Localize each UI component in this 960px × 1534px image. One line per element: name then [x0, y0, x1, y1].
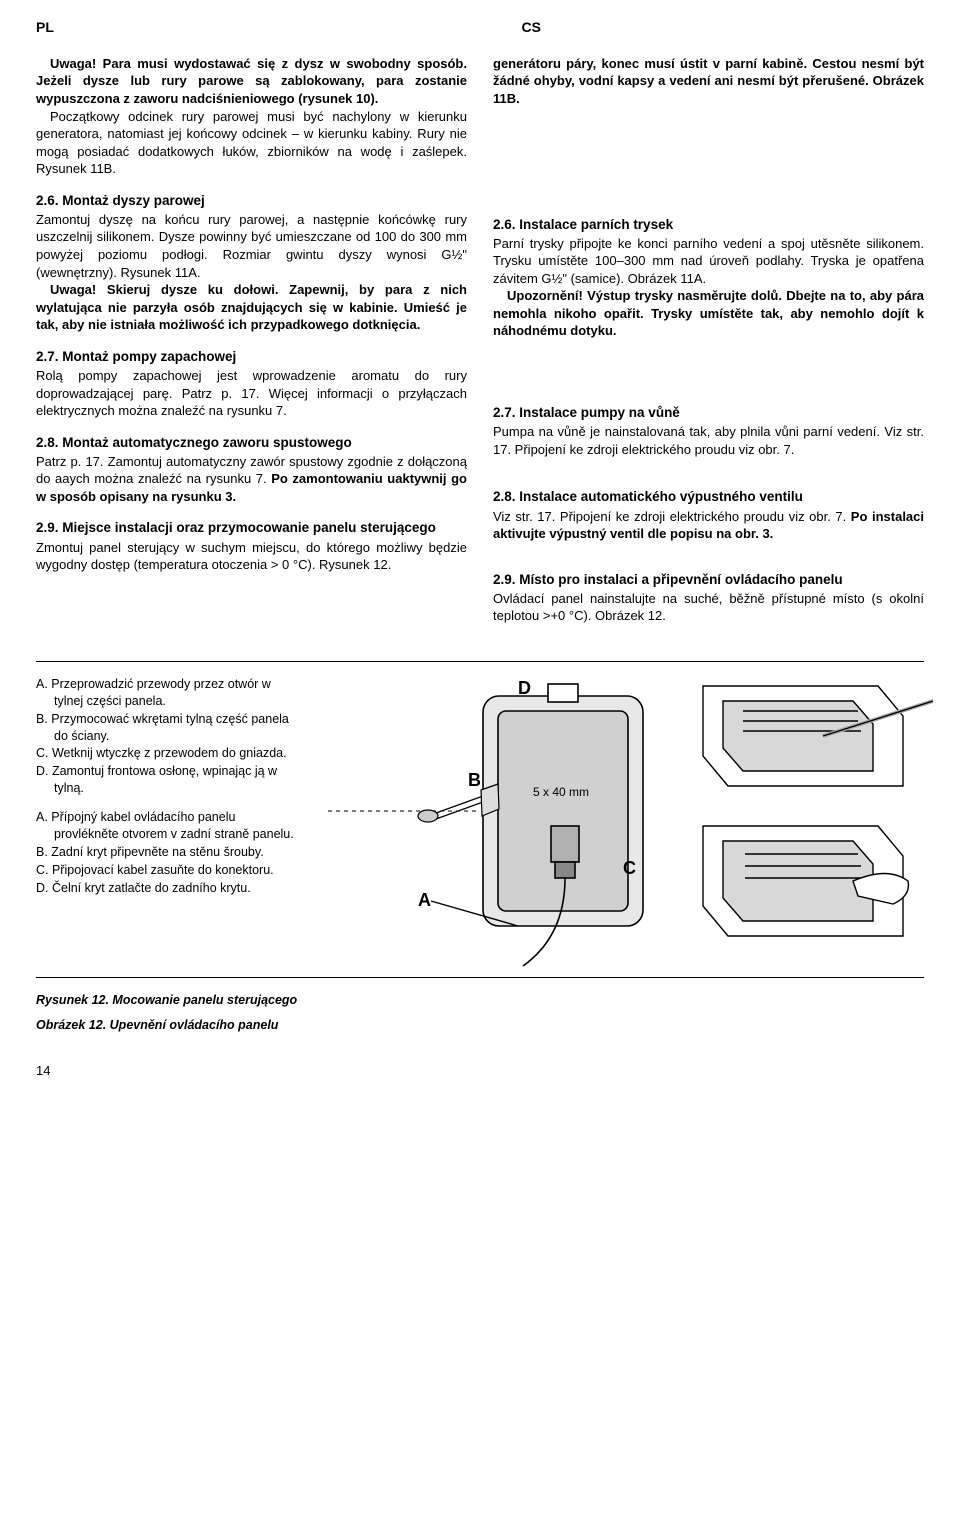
cs-29: 2.9. Místo pro instalaci a připevnění ov…: [493, 571, 924, 625]
cs-28-heading: 2.8. Instalace automatického výpustného …: [493, 488, 924, 506]
figure-text: A. Przeprowadzić przewody przez otwór w …: [36, 676, 296, 971]
cs-27: 2.7. Instalace pumpy na vůně Pumpa na vů…: [493, 404, 924, 458]
fig-cs-a: A. Přípojný kabel ovládacího panelu prov…: [36, 809, 296, 843]
pl-26-bold: Uwaga! Skieruj dysze ku dołowi. Zapewnij…: [36, 281, 467, 334]
cs-27-body: Pumpa na vůně je nainstalovaná tak, aby …: [493, 424, 924, 457]
figure-top-rule: [36, 661, 924, 662]
pl-27: 2.7. Montaż pompy zapachowej Rolą pompy …: [36, 348, 467, 420]
pl-27-body: Rolą pompy zapachowej jest wprowadzenie …: [36, 368, 467, 418]
pl-intro2: Początkowy odcinek rury parowej musi być…: [36, 108, 467, 178]
pl-26-heading: 2.6. Montaż dyszy parowej: [36, 192, 467, 210]
pl-26: 2.6. Montaż dyszy parowej Zamontuj dyszę…: [36, 192, 467, 334]
page-number: 14: [36, 1062, 924, 1080]
cs-26-body: Parní trysky připojte ke konci parního v…: [493, 236, 924, 286]
pl-intro: Uwaga! Para musi wydostawać się z dysz w…: [36, 55, 467, 178]
fig-cs-c: C. Připojovací kabel zasuňte do konektor…: [36, 862, 296, 879]
fig-cs-d: D. Čelní kryt zatlačte do zadního krytu.: [36, 880, 296, 897]
pl-28: 2.8. Montaż automatycznego zaworu spusto…: [36, 434, 467, 506]
col-pl: Uwaga! Para musi wydostawać się z dysz w…: [36, 55, 467, 639]
svg-text:D: D: [518, 678, 531, 698]
pl-26-body: Zamontuj dyszę na końcu rury parowej, a …: [36, 212, 467, 280]
cs-intro: generátoru páry, konec musí ústit v parn…: [493, 55, 924, 108]
fig-lbl-c: C: [623, 858, 636, 878]
cs-29-heading: 2.9. Místo pro instalaci a připevnění ov…: [493, 571, 924, 589]
pl-intro-bold: Uwaga! Para musi wydostawać się z dysz w…: [36, 55, 467, 108]
pl-27-heading: 2.7. Montaż pompy zapachowej: [36, 348, 467, 366]
main-columns: Uwaga! Para musi wydostawać się z dysz w…: [36, 55, 924, 639]
fig-lbl-b: B: [468, 770, 481, 790]
cs-29-body: Ovládací panel nainstalujte na suché, bě…: [493, 591, 924, 624]
cs-26: 2.6. Instalace parních trysek Parní trys…: [493, 216, 924, 341]
fig-lbl-a: A: [418, 890, 431, 910]
fig-list-cs: A. Přípojný kabel ovládacího panelu prov…: [36, 809, 296, 896]
lang-left-label: PL: [36, 18, 54, 37]
figure-12: A. Przeprowadzić przewody przez otwór w …: [36, 676, 924, 971]
lang-right-label: CS: [522, 18, 541, 37]
fig-pl-c: C. Wetknij wtyczkę z przewodem do gniazd…: [36, 745, 296, 762]
fig-list-pl: A. Przeprowadzić przewody przez otwór w …: [36, 676, 296, 797]
fig-pl-d: D. Zamontuj frontowa osłonę, wpinając ją…: [36, 763, 296, 797]
panel-diagram-svg: 5 x 40 mm A B C D: [323, 676, 913, 971]
pl-28-heading: 2.8. Montaż automatycznego zaworu spusto…: [36, 434, 467, 452]
caption-cs: Obrázek 12. Upevnění ovládacího panelu: [36, 1017, 924, 1034]
cs-28: 2.8. Instalace automatického výpustného …: [493, 488, 924, 542]
fig-dim-text: 5 x 40 mm: [533, 785, 589, 799]
cs-27-heading: 2.7. Instalace pumpy na vůně: [493, 404, 924, 422]
caption-pl: Rysunek 12. Mocowanie panelu sterującego: [36, 992, 924, 1009]
pl-29-body: Zmontuj panel sterujący w suchym miejscu…: [36, 540, 467, 573]
col-cs: generátoru páry, konec musí ústit v parn…: [493, 55, 924, 639]
language-header: PL CS: [36, 18, 924, 37]
cs-intro-bold: generátoru páry, konec musí ústit v parn…: [493, 55, 924, 108]
fig-pl-b: B. Przymocować wkrętami tylną część pane…: [36, 711, 296, 745]
figure-bottom-rule: [36, 977, 924, 978]
fig-pl-a: A. Przeprowadzić przewody przez otwór w …: [36, 676, 296, 710]
pl-29: 2.9. Miejsce instalacji oraz przymocowan…: [36, 519, 467, 573]
cs-28-body: Viz str. 17. Připojení ke zdroji elektri…: [493, 509, 851, 524]
fig-cs-b: B. Zadní kryt připevněte na stěnu šrouby…: [36, 844, 296, 861]
figure-diagram: 5 x 40 mm A B C D: [312, 676, 924, 971]
cs-26-heading: 2.6. Instalace parních trysek: [493, 216, 924, 234]
cs-26-bold: Upozornění! Výstup trysky nasměrujte dol…: [493, 287, 924, 340]
pl-29-heading: 2.9. Miejsce instalacji oraz przymocowan…: [36, 519, 467, 537]
